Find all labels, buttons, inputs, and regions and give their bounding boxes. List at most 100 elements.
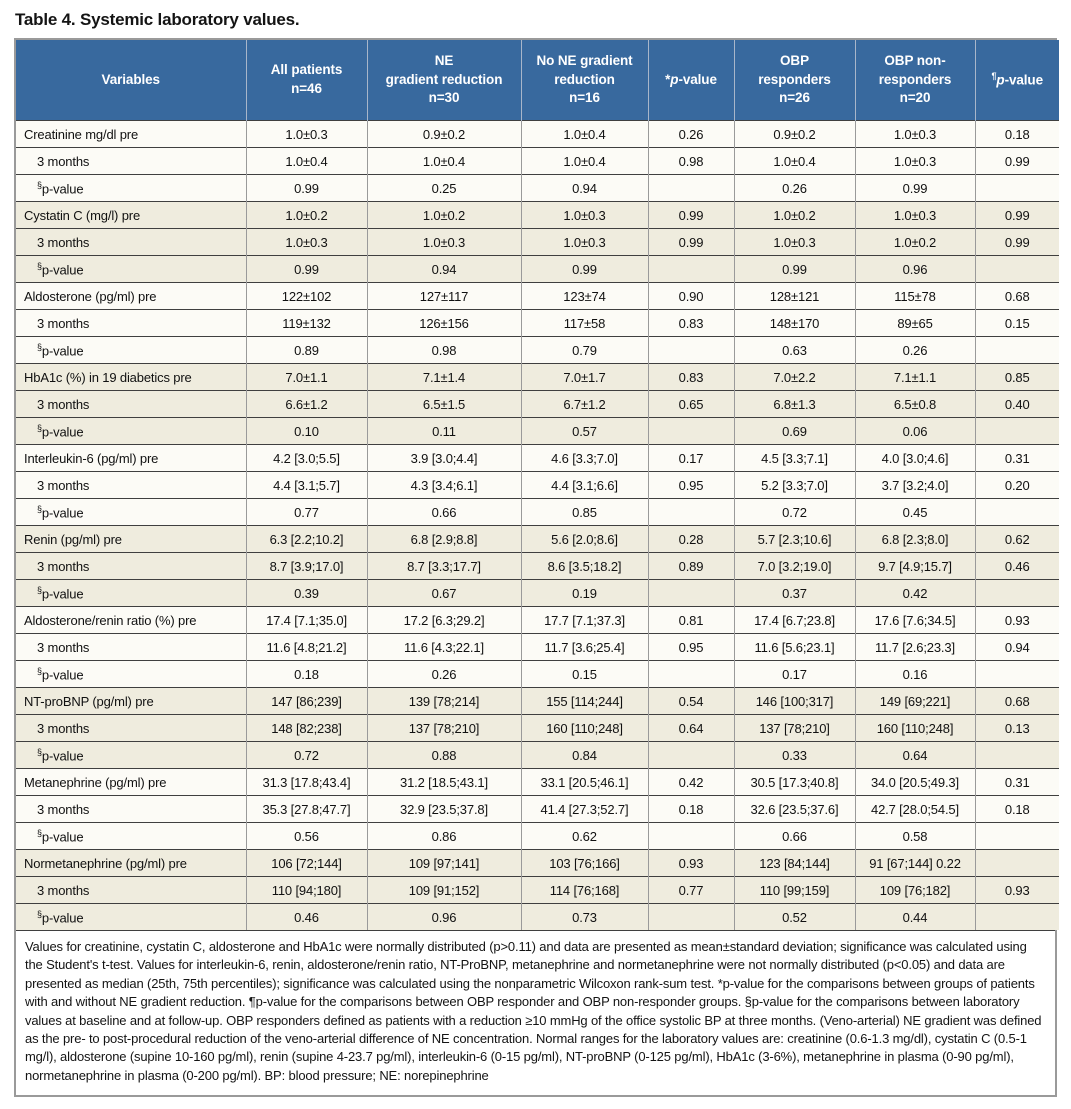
value-cell: 0.39	[246, 579, 368, 607]
value-cell: 0.40	[975, 390, 1059, 418]
value-cell: 7.0±2.2	[734, 363, 856, 391]
value-cell: 148±170	[734, 309, 856, 337]
value-cell: 5.6 [2.0;8.6]	[521, 525, 649, 553]
value-cell: 0.77	[246, 498, 368, 526]
table-row: Interleukin-6 (pg/ml) pre 4.2 [3.0;5.5] 3.…	[16, 444, 1059, 472]
table-row: 3 months 148 [82;238] 137 [78;210] 160 [110…	[16, 714, 1059, 742]
value-cell: 0.62	[975, 525, 1059, 553]
value-cell: 1.0±0.3	[734, 228, 856, 256]
table-header: Variables All patients n=46 NE gradient re…	[16, 40, 1059, 121]
value-cell	[648, 174, 735, 202]
value-cell: 0.83	[648, 363, 735, 391]
value-cell	[648, 498, 735, 526]
value-cell: 137 [78;210]	[734, 714, 856, 742]
value-cell: 0.33	[734, 741, 856, 769]
value-cell: 0.63	[734, 336, 856, 364]
value-cell: 91 [67;144] 0.22	[855, 849, 976, 877]
value-cell: 0.16	[855, 660, 976, 688]
value-cell: 0.25	[367, 174, 522, 202]
value-cell: 1.0±0.4	[734, 147, 856, 175]
value-cell: 137 [78;210]	[367, 714, 522, 742]
value-cell: 0.94	[367, 255, 522, 283]
row-label: Metanephrine (pg/ml) pre	[16, 768, 247, 796]
value-cell: 0.45	[855, 498, 976, 526]
value-cell: 3.7 [3.2;4.0]	[855, 471, 976, 499]
value-cell: 0.81	[648, 606, 735, 634]
row-label: Cystatin C (mg/l) pre	[16, 201, 247, 229]
table-row: §p-value 0.72 0.88 0.84 0.33 0.64	[16, 741, 1059, 769]
value-cell: 0.99	[975, 147, 1059, 175]
value-cell: 32.6 [23.5;37.6]	[734, 795, 856, 823]
table-row: Aldosterone (pg/ml) pre 122±102 127±117 123…	[16, 282, 1059, 310]
column-header-7: OBP non- responders n=20	[855, 40, 976, 121]
value-cell: 110 [94;180]	[246, 876, 368, 904]
value-cell: 0.93	[975, 876, 1059, 904]
value-cell: 1.0±0.3	[246, 120, 368, 148]
value-cell: 4.6 [3.3;7.0]	[521, 444, 649, 472]
row-label: NT-proBNP (pg/ml) pre	[16, 687, 247, 715]
value-cell	[975, 741, 1059, 769]
table-row: 3 months 1.0±0.3 1.0±0.3 1.0±0.3 0.99 1.0±0.3…	[16, 228, 1059, 256]
row-label: Normetanephrine (pg/ml) pre	[16, 849, 247, 877]
value-cell: 0.99	[521, 255, 649, 283]
value-cell	[648, 903, 735, 930]
value-cell: 160 [110;248]	[855, 714, 976, 742]
value-cell	[648, 822, 735, 850]
value-cell	[975, 336, 1059, 364]
column-header-3: NE gradient reduction n=30	[367, 40, 522, 121]
value-cell: 1.0±0.3	[855, 120, 976, 148]
value-cell: 160 [110;248]	[521, 714, 649, 742]
row-label: §p-value	[16, 417, 247, 445]
table-row: §p-value 0.77 0.66 0.85 0.72 0.45	[16, 498, 1059, 526]
table-title: Table 4. Systemic laboratory values.	[15, 10, 300, 29]
value-cell: 17.4 [7.1;35.0]	[246, 606, 368, 634]
value-cell: 106 [72;144]	[246, 849, 368, 877]
value-cell: 0.64	[855, 741, 976, 769]
value-cell: 1.0±0.2	[367, 201, 522, 229]
value-cell: 11.7 [2.6;23.3]	[855, 633, 976, 661]
value-cell: 8.7 [3.3;17.7]	[367, 552, 522, 580]
value-cell: 0.99	[648, 228, 735, 256]
value-cell: 0.85	[975, 363, 1059, 391]
value-cell: 8.6 [3.5;18.2]	[521, 552, 649, 580]
value-cell: 1.0±0.4	[521, 120, 649, 148]
row-label: 3 months	[16, 471, 247, 499]
value-cell: 0.13	[975, 714, 1059, 742]
value-cell: 1.0±0.4	[367, 147, 522, 175]
value-cell: 35.3 [27.8;47.7]	[246, 795, 368, 823]
row-label: 3 months	[16, 309, 247, 337]
value-cell: 1.0±0.2	[734, 201, 856, 229]
value-cell: 0.99	[246, 174, 368, 202]
value-cell	[975, 417, 1059, 445]
table-row: 3 months 8.7 [3.9;17.0] 8.7 [3.3;17.7] 8.6 …	[16, 552, 1059, 580]
row-label: §p-value	[16, 498, 247, 526]
value-cell: 0.46	[975, 552, 1059, 580]
value-cell: 0.89	[648, 552, 735, 580]
value-cell: 0.20	[975, 471, 1059, 499]
value-cell: 0.46	[246, 903, 368, 930]
row-label: 3 months	[16, 390, 247, 418]
row-label: 3 months	[16, 552, 247, 580]
value-cell: 0.72	[734, 498, 856, 526]
value-cell: 0.58	[855, 822, 976, 850]
table-row: 3 months 11.6 [4.8;21.2] 11.6 [4.3;22.1] 11…	[16, 633, 1059, 661]
value-cell: 149 [69;221]	[855, 687, 976, 715]
value-cell: 155 [114;244]	[521, 687, 649, 715]
value-cell: 0.11	[367, 417, 522, 445]
value-cell: 0.99	[648, 201, 735, 229]
value-cell: 11.6 [4.3;22.1]	[367, 633, 522, 661]
value-cell: 0.94	[521, 174, 649, 202]
value-cell: 123 [84;144]	[734, 849, 856, 877]
row-label: 3 months	[16, 633, 247, 661]
value-cell: 7.0±1.7	[521, 363, 649, 391]
row-label: §p-value	[16, 822, 247, 850]
table-row: §p-value 0.46 0.96 0.73 0.52 0.44	[16, 903, 1059, 930]
value-cell	[975, 498, 1059, 526]
table-row: 3 months 4.4 [3.1;5.7] 4.3 [3.4;6.1] 4.4 [3…	[16, 471, 1059, 499]
value-cell: 0.26	[648, 120, 735, 148]
value-cell: 6.8 [2.3;8.0]	[855, 525, 976, 553]
value-cell	[975, 822, 1059, 850]
table-row: §p-value 0.99 0.94 0.99 0.99 0.96	[16, 255, 1059, 283]
value-cell: 0.15	[975, 309, 1059, 337]
value-cell: 1.0±0.3	[367, 228, 522, 256]
